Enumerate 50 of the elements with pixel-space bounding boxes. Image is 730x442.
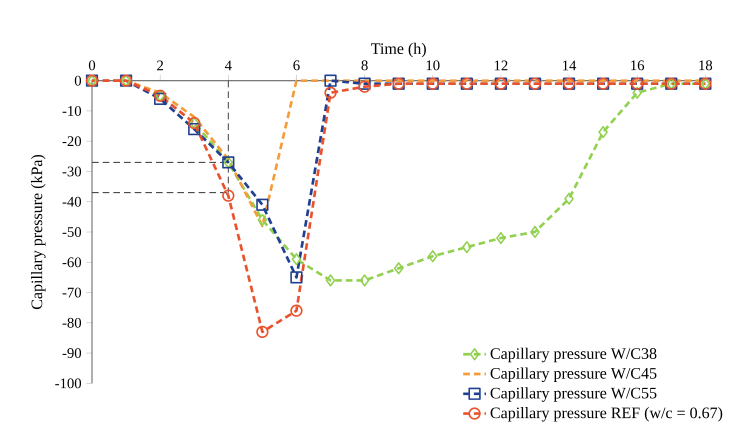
point — [360, 274, 370, 287]
x-axis-title: Time (h) — [371, 42, 426, 58]
x-tick-label: 4 — [224, 60, 232, 70]
point — [496, 232, 506, 244]
point — [358, 78, 371, 90]
point — [292, 253, 302, 266]
y-tick-label: -20 — [62, 136, 82, 146]
x-tick-label: 10 — [426, 60, 440, 70]
y-tick-label: -50 — [62, 227, 82, 237]
point — [154, 92, 166, 105]
x-tick-label: 6 — [293, 60, 300, 70]
point — [530, 226, 540, 238]
point — [290, 304, 303, 317]
point — [256, 326, 269, 338]
point — [598, 126, 608, 138]
point — [222, 190, 234, 202]
y-tick-label: 0 — [74, 76, 82, 86]
legend-label: Capillary pressure W/C55 — [490, 387, 656, 402]
point — [258, 214, 268, 226]
y-tick-label: -60 — [62, 257, 82, 268]
x-tick-label: 8 — [361, 60, 368, 70]
y-axis-title: Capillary pressure (kPa) — [31, 154, 46, 310]
x-tick-label: 18 — [699, 60, 712, 70]
point — [290, 271, 303, 284]
y-tick-label: -100 — [55, 378, 82, 388]
point — [188, 122, 200, 136]
point — [462, 240, 472, 254]
legend-label: Capillary pressure W/C45 — [490, 367, 656, 382]
legend-label: Capillary pressure REF (w/c = 0.67) — [490, 407, 722, 422]
point — [632, 86, 642, 99]
point — [256, 198, 269, 211]
y-tick-label: -90 — [62, 348, 82, 358]
y-tick-label: -40 — [62, 196, 82, 207]
y-tick-label: -30 — [62, 166, 82, 176]
y-tick-label: -70 — [62, 288, 82, 298]
x-tick-label: 0 — [88, 60, 96, 70]
y-tick-label: -10 — [62, 106, 82, 116]
legend-label: Capillary pressure W/C38 — [490, 348, 656, 362]
x-tick-label: 2 — [157, 60, 164, 70]
x-tick-label: 16 — [631, 60, 644, 70]
point — [324, 74, 337, 87]
point — [358, 80, 371, 93]
x-tick-label: 14 — [563, 60, 576, 70]
point — [394, 262, 404, 274]
point — [324, 86, 337, 99]
point — [428, 250, 438, 262]
point — [326, 274, 336, 287]
point — [564, 192, 574, 205]
x-tick-label: 12 — [494, 60, 508, 70]
y-tick-label: -80 — [62, 318, 82, 328]
